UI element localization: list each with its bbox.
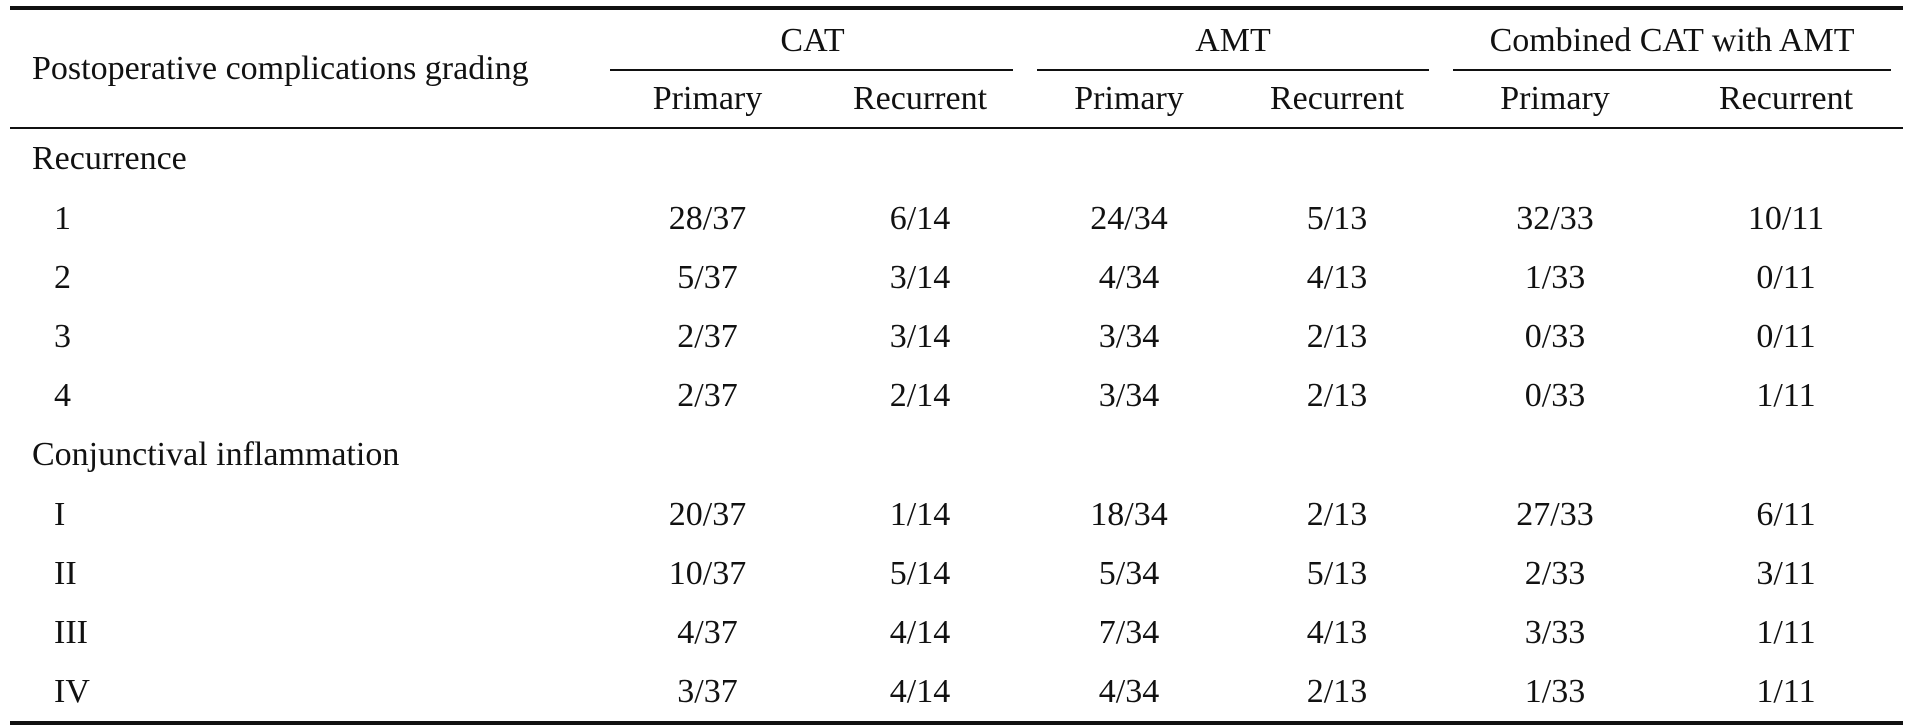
complications-table: Postoperative complications grading CAT …: [10, 6, 1904, 725]
value-cell: 5/14: [889, 554, 951, 592]
value-cell: 10/11: [1747, 199, 1825, 237]
section-row: Recurrence: [10, 128, 1903, 189]
value-cell: 2/33: [1524, 554, 1586, 592]
grade-cell: 1: [54, 199, 71, 237]
value-cell: 2/13: [1306, 317, 1368, 355]
value-cell: 1/11: [1669, 662, 1904, 725]
grade-cell: 2: [54, 258, 71, 296]
value-cell: 4/34: [1098, 258, 1160, 296]
value-cell: 7/34: [1098, 613, 1160, 651]
value-cell: 4/13: [1306, 613, 1368, 651]
value-cell: 3/34: [1098, 317, 1160, 355]
value-cell: 2/37: [677, 376, 738, 414]
grade-cell: I: [54, 495, 66, 533]
table-row: 1 28/37 6/14 24/34 5/13 32/33 10/11: [10, 189, 1903, 248]
header-row-subgroups: Primary Recurrent Primary Recurrent Prim…: [10, 71, 1904, 129]
value-cell: 4/13: [1306, 258, 1368, 296]
value-cell: 28/37: [668, 199, 747, 237]
grade-cell: III: [54, 613, 88, 651]
grade-cell: 4: [54, 376, 71, 414]
value-cell: 2/37: [677, 317, 738, 355]
value-cell: 0/33: [1524, 317, 1586, 355]
value-cell: 27/33: [1516, 495, 1594, 533]
section-row: Conjunctival inflammation: [10, 425, 1903, 485]
section-title: Conjunctival inflammation: [32, 436, 400, 473]
group-header-amt: AMT: [1025, 8, 1441, 71]
table-row: I 20/37 1/14 18/34 2/13 27/33 6/11: [10, 485, 1903, 544]
value-cell: 6/11: [1756, 495, 1816, 533]
group-header-cat-label: CAT: [780, 21, 845, 59]
subheader-combined-primary: Primary: [1441, 71, 1670, 129]
value-cell: 5/13: [1306, 199, 1368, 237]
subheader-amt-recurrent: Recurrent: [1233, 71, 1442, 129]
grade-cell: II: [54, 554, 77, 592]
table-row: IV 3/37 4/14 4/34 2/13 1/33 1/11: [10, 662, 1904, 725]
value-cell: 10/37: [668, 554, 747, 592]
value-cell: 0/11: [1756, 317, 1816, 355]
value-cell: 4/14: [889, 613, 951, 651]
value-cell: 3/14: [889, 258, 951, 296]
value-cell: 2/13: [1306, 376, 1368, 414]
group-header-amt-label: AMT: [1195, 21, 1271, 59]
value-cell: 20/37: [668, 495, 747, 533]
value-cell: 5/13: [1306, 554, 1368, 592]
value-cell: 3/14: [889, 317, 951, 355]
value-cell: 3/37: [600, 662, 815, 725]
subheader-amt-primary: Primary: [1025, 71, 1234, 129]
table-row: 2 5/37 3/14 4/34 4/13 1/33 0/11: [10, 248, 1903, 307]
value-cell: 1/33: [1524, 258, 1586, 296]
table-header: Postoperative complications grading CAT …: [10, 8, 1904, 129]
value-cell: 1/14: [889, 495, 951, 533]
value-cell: 5/37: [677, 258, 738, 296]
value-cell: 32/33: [1516, 199, 1594, 237]
value-cell: 6/14: [889, 199, 951, 237]
value-cell: 1/11: [1756, 613, 1816, 651]
table-body: Recurrence 1 28/37 6/14 24/34 5/13 32/33 10/11 2…: [10, 128, 1904, 725]
group-header-cat: CAT: [600, 8, 1025, 71]
table-row: II 10/37 5/14 5/34 5/13 2/33 3/11: [10, 544, 1903, 603]
value-cell: 1/11: [1756, 376, 1816, 414]
value-cell: 0/33: [1524, 376, 1586, 414]
value-cell: 4/14: [815, 662, 1026, 725]
complications-table-container: Postoperative complications grading CAT …: [10, 6, 1904, 725]
value-cell: 24/34: [1090, 199, 1168, 237]
value-cell: 2/13: [1306, 495, 1368, 533]
value-cell: 1/33: [1441, 662, 1670, 725]
subheader-cat-recurrent: Recurrent: [815, 71, 1026, 129]
value-cell: 5/34: [1098, 554, 1160, 592]
table-row: 3 2/37 3/14 3/34 2/13 0/33 0/11: [10, 307, 1903, 366]
row-header-label: Postoperative complications grading: [10, 8, 600, 129]
value-cell: 18/34: [1090, 495, 1168, 533]
value-cell: 4/34: [1025, 662, 1234, 725]
value-cell: 2/14: [889, 376, 951, 414]
table-row: 4 2/37 2/14 3/34 2/13 0/33 1/11: [10, 366, 1903, 425]
grade-cell: 3: [54, 317, 71, 355]
grade-cell: IV: [10, 662, 600, 725]
section-title: Recurrence: [32, 140, 187, 177]
group-header-combined-label: Combined CAT with AMT: [1489, 21, 1855, 59]
subheader-combined-recurrent: Recurrent: [1669, 71, 1904, 129]
value-cell: 3/11: [1756, 554, 1816, 592]
value-cell: 3/34: [1098, 376, 1160, 414]
group-header-combined: Combined CAT with AMT: [1441, 8, 1903, 71]
value-cell: 0/11: [1756, 258, 1816, 296]
table-row: III 4/37 4/14 7/34 4/13 3/33 1/11: [10, 603, 1903, 662]
value-cell: 4/37: [677, 613, 738, 651]
subheader-cat-primary: Primary: [600, 71, 815, 129]
header-row-groups: Postoperative complications grading CAT …: [10, 8, 1904, 129]
value-cell: 3/33: [1524, 613, 1586, 651]
value-cell: 2/13: [1233, 662, 1442, 725]
